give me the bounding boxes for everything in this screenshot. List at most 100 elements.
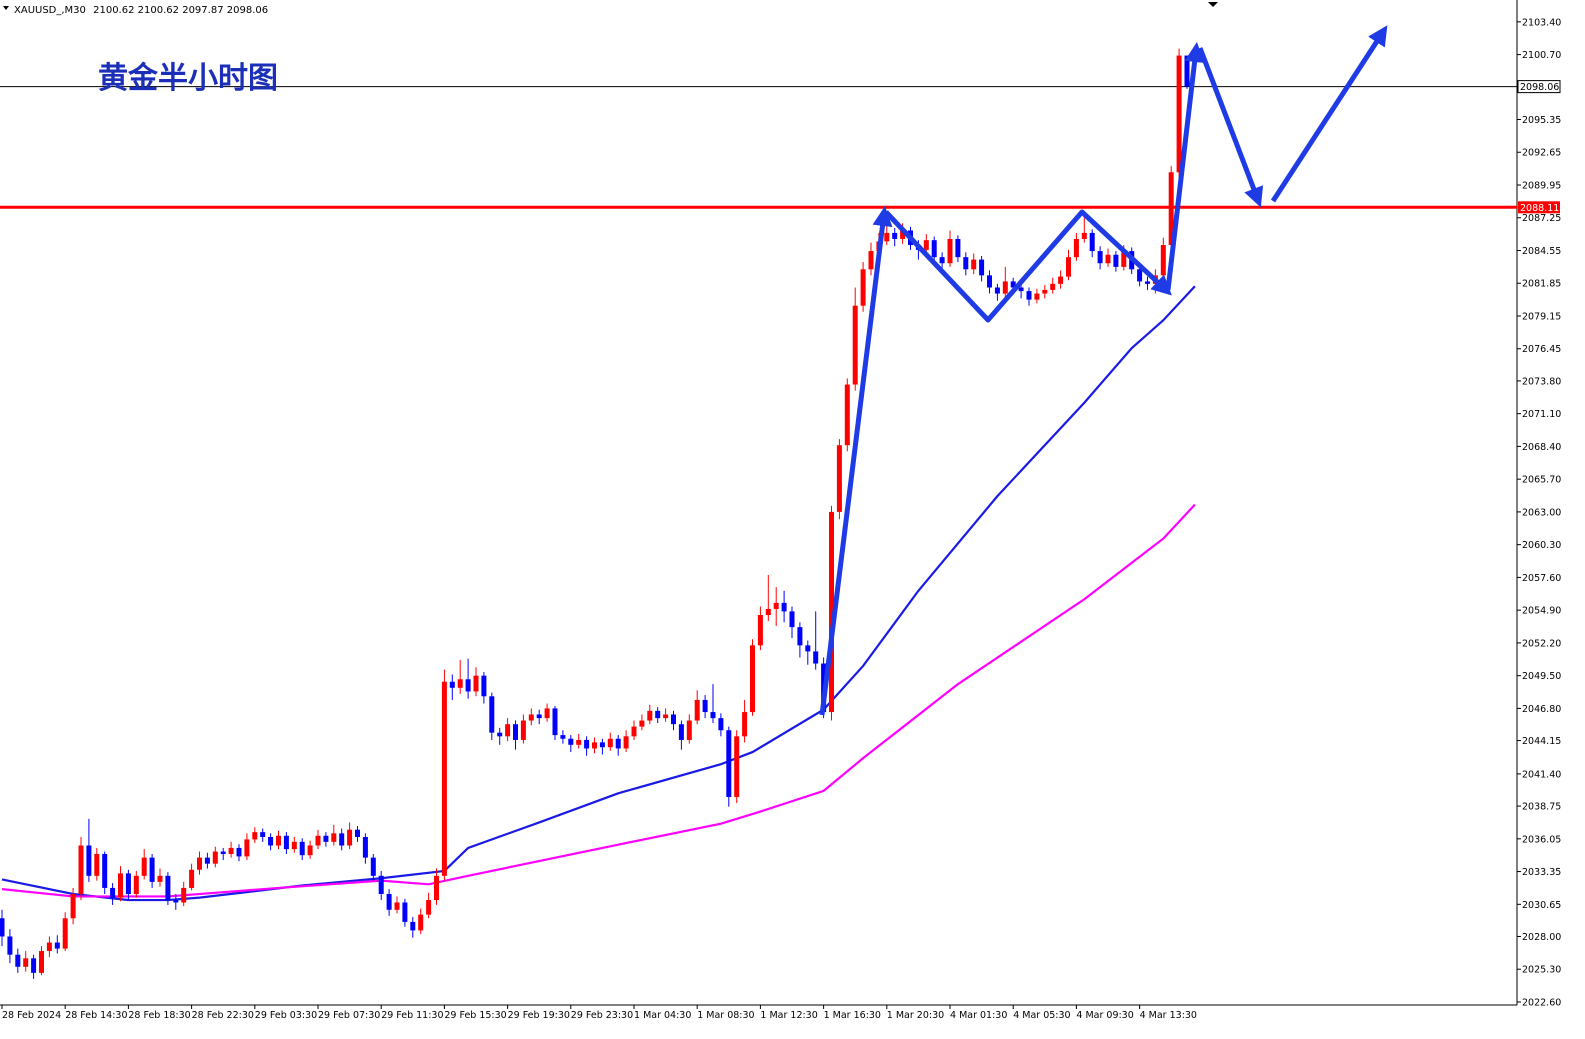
candle-body <box>110 887 116 898</box>
candle-body <box>118 873 123 898</box>
candle-body <box>1034 293 1040 300</box>
y-tick-label: 2065.70 <box>1522 475 1561 486</box>
candle-body <box>402 902 408 922</box>
candle-body <box>671 714 676 725</box>
y-tick-label: 2030.65 <box>1522 900 1561 911</box>
x-tick-label: 28 Feb 14:30 <box>65 1010 127 1021</box>
y-tick-label: 2052.20 <box>1522 638 1561 649</box>
candle-body <box>852 305 858 385</box>
x-tick-label: 29 Feb 03:30 <box>255 1010 317 1021</box>
y-tick-label: 2054.90 <box>1522 606 1561 617</box>
candle-body <box>844 384 850 446</box>
candle-body <box>631 726 637 737</box>
candle-body <box>149 857 155 882</box>
y-tick-label: 2068.40 <box>1522 442 1561 453</box>
candle-body <box>781 602 787 612</box>
candle-body <box>418 914 424 931</box>
candle-body <box>544 708 550 719</box>
x-tick-label: 29 Feb 11:30 <box>381 1010 443 1021</box>
x-tick-label: 29 Feb 19:30 <box>508 1010 570 1021</box>
candle-body <box>599 742 605 748</box>
y-tick-label: 2079.15 <box>1522 311 1561 322</box>
candle-body <box>702 699 708 713</box>
candle-body <box>860 269 866 306</box>
x-tick-label: 28 Feb 22:30 <box>192 1010 254 1021</box>
x-tick-label: 1 Mar 08:30 <box>697 1010 754 1021</box>
candle-body <box>1168 172 1174 246</box>
candle-body <box>125 873 131 895</box>
candle-body <box>686 720 692 740</box>
candle-body <box>1010 281 1016 288</box>
candle-body <box>647 710 653 721</box>
candle-body <box>1081 232 1087 239</box>
candle-body <box>813 651 819 664</box>
candle-body <box>505 724 511 737</box>
candle-body <box>7 936 13 955</box>
y-tick-label: 2063.00 <box>1522 507 1561 518</box>
candle-body <box>181 887 187 903</box>
x-tick-label: 4 Mar 05:30 <box>1013 1010 1070 1021</box>
candle-body <box>252 832 258 840</box>
y-tick-label: 2071.10 <box>1522 409 1561 420</box>
candle-body <box>434 875 439 901</box>
moving-average <box>1 285 1196 902</box>
candle-body <box>220 851 226 854</box>
candle-body <box>39 951 44 973</box>
candle-body <box>1089 232 1095 252</box>
candle-body <box>718 718 724 731</box>
x-tick-label: 1 Mar 16:30 <box>824 1010 881 1021</box>
y-tick-label: 2038.75 <box>1522 802 1561 813</box>
x-tick-label: 29 Feb 23:30 <box>571 1010 633 1021</box>
candle-body <box>734 736 740 797</box>
candle-body <box>197 857 202 870</box>
candle-body <box>584 739 590 749</box>
price-label: 2088.11 <box>1520 203 1559 214</box>
candle-body <box>868 251 874 270</box>
candle-body <box>481 675 487 697</box>
y-tick-label: 2057.60 <box>1522 573 1561 584</box>
close: 2098.06 <box>227 5 268 16</box>
candle-body <box>362 836 368 858</box>
y-tick-label: 2100.70 <box>1522 50 1561 61</box>
candle-body <box>513 724 518 740</box>
y-tick-label: 2049.50 <box>1522 671 1561 682</box>
candle-body <box>623 736 629 749</box>
candle-body <box>465 679 471 692</box>
candle-body <box>773 602 779 609</box>
axes: 2022.60 2025.30 2028.00 2030.65 2033.35 2036.… <box>0 0 1561 1021</box>
candle-body <box>1097 251 1103 264</box>
candle-body <box>449 681 455 688</box>
candle-body <box>884 232 890 242</box>
candle-body <box>94 853 100 876</box>
candle-body <box>765 608 771 616</box>
candle-body <box>102 853 108 888</box>
candle-body <box>797 627 803 646</box>
y-tick-label: 2089.95 <box>1522 180 1561 191</box>
x-tick-label: 4 Mar 13:30 <box>1140 1010 1197 1021</box>
candle-body <box>639 720 645 727</box>
header-icon <box>3 6 9 10</box>
y-tick-label: 2060.30 <box>1522 540 1561 551</box>
x-tick-label: 1 Mar 04:30 <box>634 1010 691 1021</box>
candle-body <box>789 611 795 628</box>
candle-body <box>900 230 906 239</box>
candle-body <box>54 942 60 949</box>
candle-body <box>165 875 171 901</box>
candle-body <box>331 833 337 842</box>
candle-body <box>963 257 969 270</box>
candle-body <box>204 857 210 864</box>
x-tick-label: 28 Feb 2024 <box>2 1010 61 1021</box>
candle-body <box>568 738 574 745</box>
x-tick-label: 28 Feb 18:30 <box>128 1010 190 1021</box>
candle-body <box>694 699 700 721</box>
candle-body <box>987 275 992 288</box>
candle-body <box>457 679 463 688</box>
candle-body <box>892 232 898 239</box>
arrow <box>884 209 1172 323</box>
candle-body <box>1042 289 1048 294</box>
candle-body <box>276 835 281 846</box>
y-tick-label: 2046.80 <box>1522 704 1561 715</box>
candle-body <box>355 829 360 837</box>
low: 2097.87 <box>182 5 223 16</box>
